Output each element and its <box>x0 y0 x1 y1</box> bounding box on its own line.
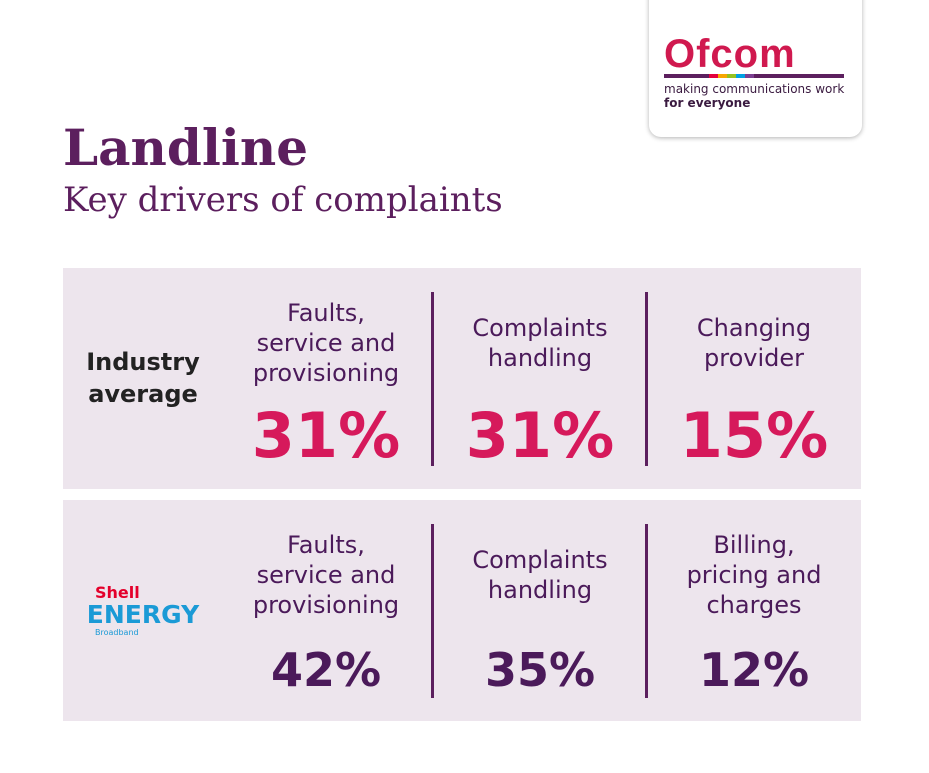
driver-label: Complaints handling <box>433 288 647 398</box>
divider <box>645 524 648 698</box>
driver-label-line: service and <box>256 561 396 589</box>
driver-percent: 15% <box>679 399 829 472</box>
driver-percent: 12% <box>698 643 810 697</box>
logo-stripe <box>664 74 844 78</box>
driver-label: Billing, pricing and charges <box>647 520 861 630</box>
driver-label-line: Complaints <box>472 314 608 342</box>
brand-shell: Shell <box>95 582 140 602</box>
logo-tagline: for everyone <box>664 96 751 110</box>
divider <box>645 292 648 466</box>
subtitle: Key drivers of complaints <box>63 180 503 220</box>
row-label: Industry average <box>63 288 223 468</box>
title: Landline <box>63 118 309 177</box>
brand-energy: ENERGY <box>86 599 200 629</box>
row-label-line: average <box>88 380 198 408</box>
driver-percent: 35% <box>484 643 596 697</box>
divider <box>431 524 434 698</box>
driver-label-line: charges <box>706 591 802 619</box>
driver-percent: 31% <box>465 399 615 472</box>
logo-tagline: making communications work <box>664 82 845 96</box>
driver-label: Changing provider <box>647 288 861 398</box>
driver-label: Complaints handling <box>433 520 647 630</box>
driver-label-line: provider <box>704 344 804 372</box>
logo-card: Ofcom making communications work for eve… <box>649 0 862 137</box>
row-panel: Shell ENERGY Broadband Faults, service and pr… <box>63 500 861 721</box>
row-panel: Industry average Faults, service and provisi… <box>63 268 861 489</box>
driver-label-line: handling <box>487 344 593 372</box>
divider <box>431 292 434 466</box>
driver-label-line: service and <box>256 329 396 357</box>
driver-label-line: provisioning <box>252 359 400 387</box>
row-label-line: Industry <box>86 348 200 376</box>
driver-label-line: pricing and <box>686 561 822 589</box>
logo-name: Ofcom <box>664 32 796 76</box>
driver-label-line: Changing <box>696 314 812 342</box>
driver-label: Faults, service and provisioning <box>219 288 433 398</box>
driver-label-line: handling <box>487 576 593 604</box>
driver-label-line: Faults, <box>287 531 365 559</box>
brand-sub: Broadband <box>95 627 139 637</box>
driver-label: Faults, service and provisioning <box>219 520 433 630</box>
driver-percent: 31% <box>251 399 401 472</box>
driver-label-line: provisioning <box>252 591 400 619</box>
driver-label-line: Billing, <box>713 531 795 559</box>
driver-percent: 42% <box>270 643 382 697</box>
driver-label-line: Faults, <box>287 299 365 327</box>
driver-label-line: Complaints <box>472 546 608 574</box>
row-label: Shell ENERGY Broadband <box>63 520 223 700</box>
